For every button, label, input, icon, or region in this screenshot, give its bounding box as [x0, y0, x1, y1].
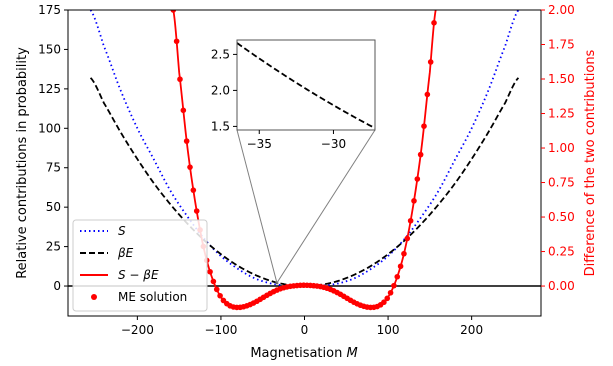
x-tick-label: 100 [377, 323, 400, 337]
x-axis-title: Magnetisation M [250, 346, 357, 361]
y2-tick-label: 0.50 [548, 210, 575, 224]
me-solution-point [180, 107, 187, 114]
y-tick-label: 175 [38, 3, 61, 17]
y2-tick-label: 0.25 [548, 245, 575, 259]
legend-swatch-me [91, 294, 97, 300]
y2-tick-label: 1.25 [548, 107, 575, 121]
me-solution-point [401, 250, 407, 257]
x-tick-label: −200 [121, 323, 154, 337]
inset-series-be-line [237, 42, 375, 129]
legend: S βE S − βE ME solution [72, 219, 208, 312]
me-solution-point [190, 187, 197, 193]
inset-series [237, 42, 375, 190]
me-solution-point [431, 20, 437, 26]
me-solution-point [177, 76, 183, 83]
y-axis-title: Relative contributions in probability [15, 47, 30, 279]
y-tick-label: 100 [38, 121, 61, 135]
me-solution-point [183, 138, 190, 144]
me-solution-point [407, 217, 414, 224]
me-solution-point [411, 198, 417, 204]
y-tick-label: 75 [46, 161, 61, 175]
y-tick-label: 50 [46, 200, 61, 214]
inset-connectors [236, 129, 376, 285]
inset-connector-right [276, 129, 376, 284]
inset-x-tick-label: −35 [247, 137, 272, 151]
me-solution-point [394, 273, 401, 280]
x-tick-label: −100 [204, 323, 237, 337]
legend-label-diff: S − βE [118, 268, 159, 282]
x-axis-ticks: −200 −100 0 100 200 [121, 316, 483, 337]
me-solution-point [404, 235, 411, 242]
legend-label-be: βE [117, 246, 134, 260]
inset-plot: −35 −30 1.5 2.0 2.5 [211, 39, 376, 190]
inset-x-tick-label: −30 [321, 137, 346, 151]
legend-label-s: S [118, 224, 126, 238]
y2-tick-label: 0.75 [548, 176, 575, 190]
me-solution-point [427, 59, 434, 65]
y2-tick-label: 0.00 [548, 279, 575, 293]
inset-connector-left [236, 129, 278, 284]
y-tick-label: 125 [38, 82, 61, 96]
me-solution-point [391, 282, 397, 289]
me-solution-point [207, 268, 213, 275]
inset-y-tick-label: 2.0 [211, 83, 230, 97]
y2-axis-title: Difference of the two contributions [583, 49, 598, 276]
y2-axis-ticks: 0.00 0.25 0.50 0.75 1.00 1.25 1.50 1.75 2.00 [541, 3, 575, 293]
me-solution-point [217, 292, 223, 299]
inset-ticks: −35 −30 1.5 2.0 2.5 [211, 47, 346, 151]
inset-y-tick-label: 2.5 [211, 47, 230, 61]
x-tick-label: 200 [460, 323, 483, 337]
y-tick-label: 25 [46, 240, 61, 254]
me-solution-point [384, 295, 391, 302]
me-solution-point [387, 289, 394, 296]
legend-box [72, 219, 208, 312]
legend-label-me: ME solution [118, 290, 187, 304]
me-solution-point [173, 38, 180, 45]
y2-tick-label: 2.00 [548, 3, 575, 17]
series-be-line [89, 77, 520, 287]
me-solution-point [424, 91, 431, 98]
y-tick-label: 0 [53, 279, 61, 293]
me-solution-point [381, 299, 387, 306]
y2-tick-label: 1.00 [548, 141, 575, 155]
me-solution-point [213, 286, 220, 293]
me-solution-point [170, 10, 177, 13]
main-plot-series [68, 10, 541, 311]
me-solution-point [417, 151, 424, 158]
y2-tick-label: 1.75 [548, 38, 575, 52]
inset-series-s-line [237, 145, 375, 190]
inset-y-tick-label: 1.5 [211, 119, 230, 133]
me-solution-point [421, 123, 427, 129]
me-solution-point [193, 208, 200, 214]
me-solution-point [187, 164, 193, 170]
me-solution-point [210, 278, 217, 285]
me-solution-point [414, 176, 421, 182]
y2-tick-label: 1.50 [548, 72, 575, 86]
y-axis-ticks: 0 25 50 75 100 125 150 175 [38, 3, 68, 293]
me-solution-point [397, 263, 404, 270]
y-tick-label: 150 [38, 42, 61, 56]
inset-frame [236, 39, 376, 131]
series-s-line [89, 10, 520, 287]
x-tick-label: 0 [301, 323, 309, 337]
inset-source-marker [275, 281, 279, 285]
